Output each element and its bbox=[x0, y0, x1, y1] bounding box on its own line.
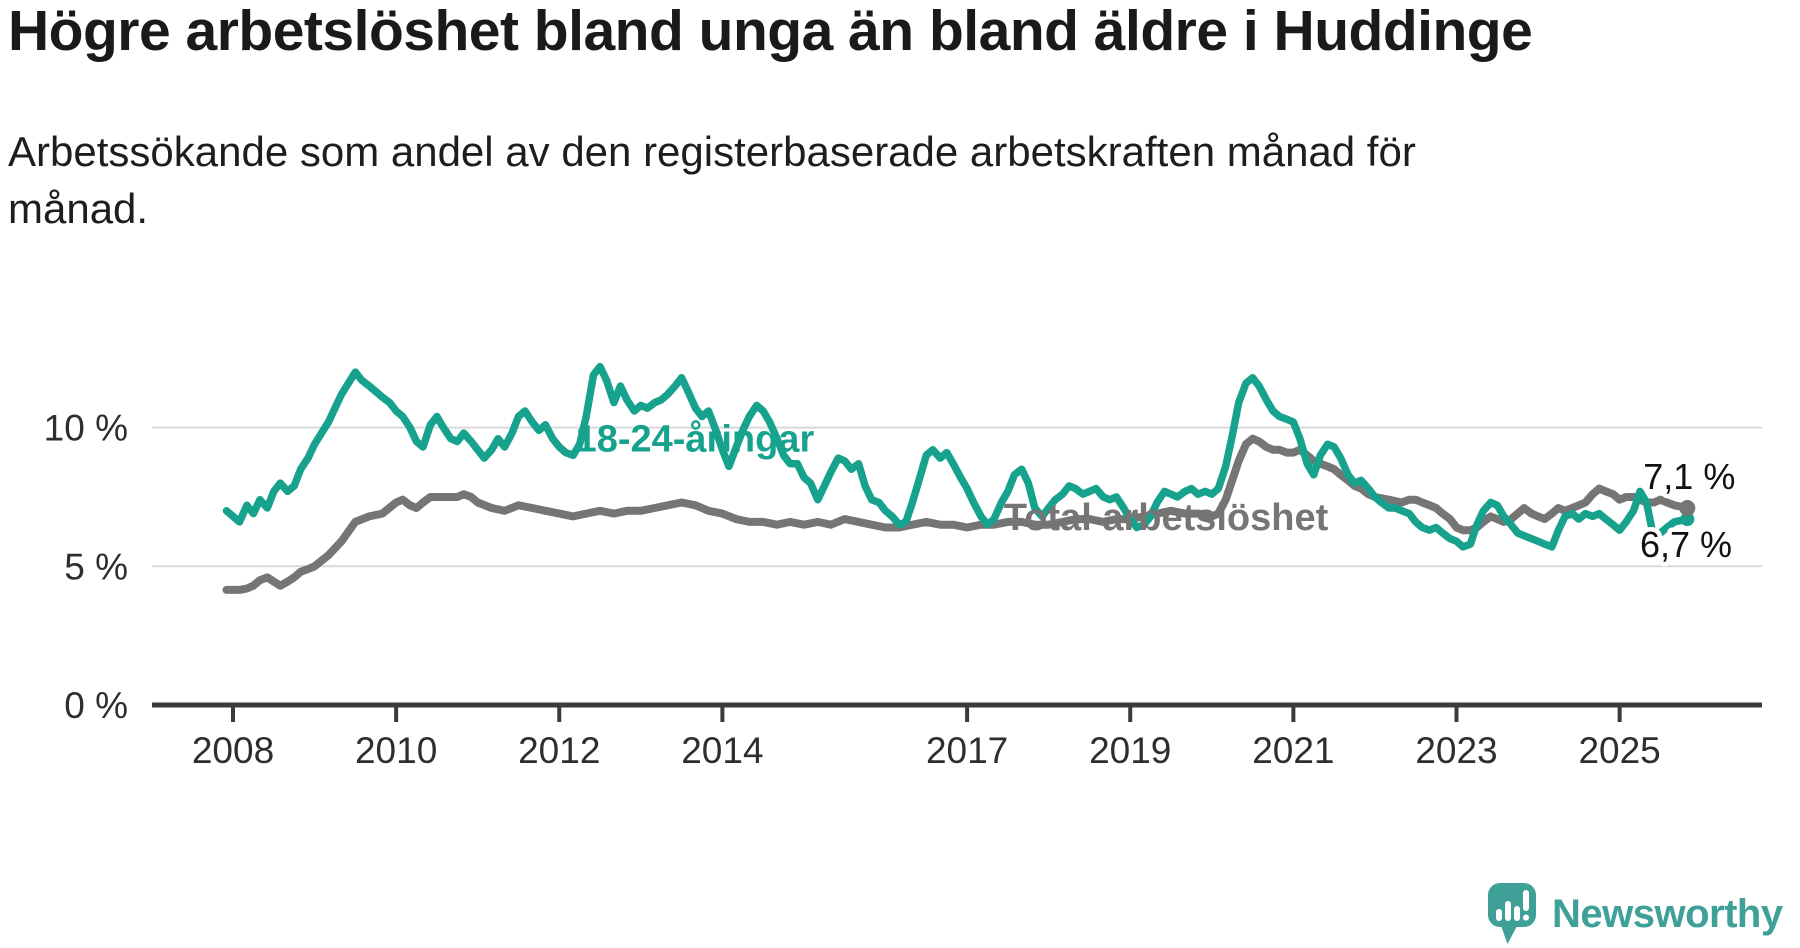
x-tick-label-2025: 2025 bbox=[1578, 730, 1660, 771]
series-line-youth bbox=[222, 362, 1692, 551]
series-line-total bbox=[222, 434, 1692, 594]
newsworthy-wordmark: Newsworthy bbox=[1552, 891, 1783, 936]
y-tick-label-10: 10 % bbox=[44, 408, 128, 449]
page-title: Högre arbetslöshet bland unga än bland ä… bbox=[8, 0, 1533, 63]
x-tick-label-2017: 2017 bbox=[926, 730, 1008, 771]
x-tick-label-2012: 2012 bbox=[518, 730, 600, 771]
series-end-dot-total bbox=[1679, 500, 1696, 517]
logo-bar-chart-glyph bbox=[1496, 890, 1529, 921]
y-tick-label-5: 5 % bbox=[64, 546, 128, 587]
x-tick-label-2021: 2021 bbox=[1252, 730, 1334, 771]
end-value-label-total: 7,1 % bbox=[1643, 456, 1735, 497]
x-tick-label-2008: 2008 bbox=[192, 730, 274, 771]
x-tick-label-2023: 2023 bbox=[1415, 730, 1497, 771]
series-end-dot-youth bbox=[1680, 512, 1695, 527]
x-tick-label-2010: 2010 bbox=[355, 730, 437, 771]
series-label-youth: 18-24-åringar bbox=[576, 419, 815, 461]
x-tick-label-2019: 2019 bbox=[1089, 730, 1171, 771]
newsworthy-brand-icon bbox=[1488, 883, 1536, 944]
series-label-total: Total arbetslöshet bbox=[1004, 497, 1329, 539]
x-tick-label-2014: 2014 bbox=[681, 730, 763, 771]
end-value-label-youth: 6,7 % bbox=[1640, 524, 1732, 565]
chart-subtitle: Arbetssökande som andel av den registerb… bbox=[8, 128, 1416, 232]
newsworthy-logo[interactable]: Newsworthy bbox=[1486, 882, 1783, 946]
y-tick-label-0: 0 % bbox=[64, 685, 128, 726]
